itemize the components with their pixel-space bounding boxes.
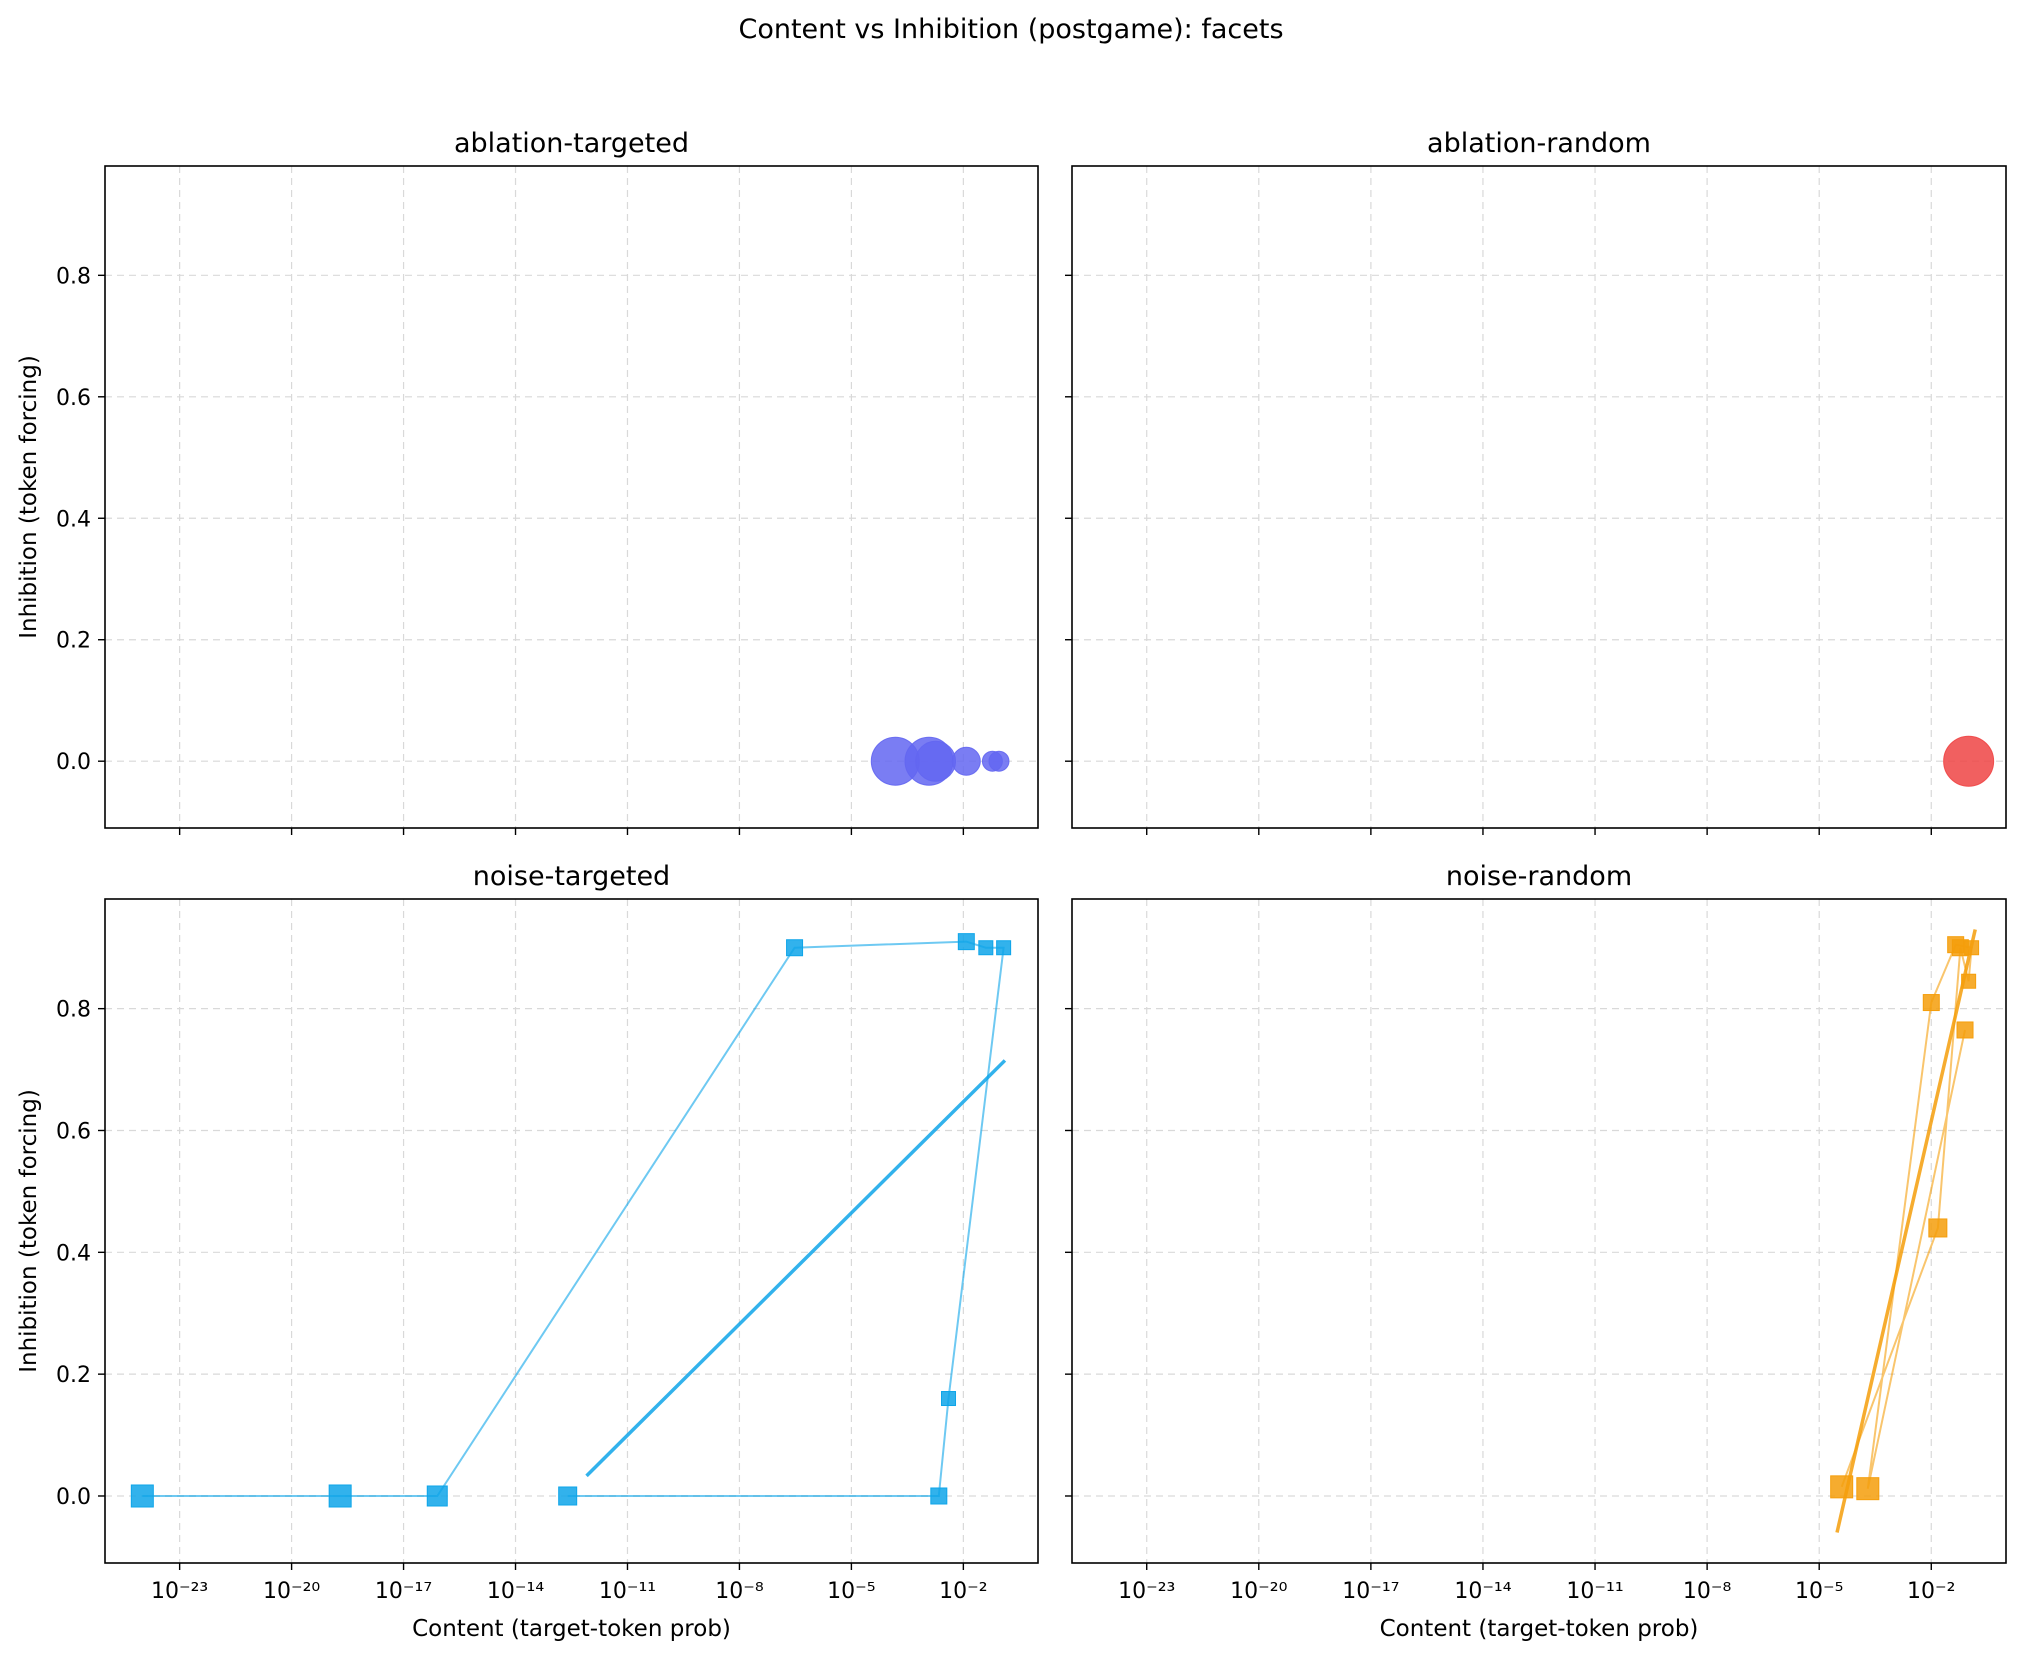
panel-title: noise-targeted	[473, 861, 670, 892]
series-line	[142, 940, 1005, 1497]
x-tick-label: 10⁻²⁰	[1230, 1579, 1287, 1604]
data-point	[1856, 1477, 1880, 1501]
y-tick-label: 0.4	[56, 1241, 91, 1266]
y-axis-label: Inhibition (token forcing)	[16, 1089, 42, 1373]
panel-ablation-targeted: 0.0 0.2 0.4 0.6 0.8 ablation-targeted Inhibiti…	[16, 128, 1039, 835]
y-tick-label: 0.0	[56, 750, 91, 775]
panel-title: ablation-targeted	[454, 128, 689, 159]
x-tick-label: 10⁻²⁰	[263, 1579, 320, 1604]
y-axis-label: Inhibition (token forcing)	[16, 355, 42, 639]
x-tick-label: 10⁻¹¹	[599, 1579, 656, 1604]
data-point	[786, 939, 804, 957]
figure-title: Content vs Inhibition (postgame): facets	[738, 14, 1283, 45]
data-point	[1947, 936, 1965, 954]
trend-line	[585, 1059, 1007, 1478]
data-layer	[1943, 735, 1995, 787]
x-tick-label: 10⁻²	[1907, 1579, 1955, 1604]
data-point	[978, 940, 994, 956]
data-point	[930, 1487, 948, 1505]
y-tick-label: 0.4	[56, 507, 91, 532]
data-point	[951, 746, 981, 776]
x-axis-label: Content (target-token prob)	[1380, 1616, 1699, 1642]
data-point	[1964, 940, 1980, 956]
x-tick-label: 10⁻¹⁷	[1342, 1579, 1399, 1604]
data-point	[1830, 1475, 1854, 1499]
data-point	[328, 1484, 352, 1508]
data-point	[1928, 1218, 1948, 1238]
data-layer	[1830, 929, 1980, 1533]
data-point	[130, 1484, 154, 1508]
x-tick-label: 10⁻⁸	[715, 1579, 764, 1604]
panels: 0.0 0.2 0.4 0.6 0.8 ablation-targeted Inhibiti…	[16, 128, 2007, 1642]
plot-frame	[1071, 165, 2007, 829]
data-point	[957, 933, 975, 951]
x-tick-label: 10⁻¹¹	[1566, 1579, 1623, 1604]
y-tick-label: 0.6	[56, 1119, 91, 1144]
data-point	[1943, 735, 1995, 787]
plot-frame	[104, 165, 1039, 829]
data-point	[1961, 973, 1977, 989]
y-tick-label: 0.8	[56, 264, 91, 289]
panel-title: noise-random	[1446, 861, 1632, 892]
x-tick-label: 10⁻⁸	[1683, 1579, 1732, 1604]
data-point	[1956, 1021, 1974, 1039]
plot-frame	[1071, 898, 2007, 1564]
panel-noise-random: 10⁻²³ 10⁻²⁰ 10⁻¹⁷ 10⁻¹⁴ 10⁻¹¹ 10⁻⁸ 10⁻⁵ 10⁻² noi…	[1065, 861, 2007, 1642]
data-point	[941, 1391, 957, 1407]
x-tick-label: 10⁻⁵	[827, 1579, 875, 1604]
trend-line	[1835, 929, 1977, 1533]
x-tick-label: 10⁻⁵	[1795, 1579, 1843, 1604]
plot-frame	[104, 898, 1039, 1564]
data-point	[996, 940, 1012, 956]
panel-title: ablation-random	[1427, 128, 1651, 159]
y-tick-label: 0.6	[56, 386, 91, 411]
x-tick-label: 10⁻¹⁴	[487, 1579, 544, 1604]
y-tick-label: 0.8	[56, 998, 91, 1023]
data-point	[915, 740, 957, 782]
x-tick-label: 10⁻¹⁴	[1454, 1579, 1511, 1604]
panel-ablation-random: ablation-random	[1065, 128, 2007, 835]
y-tick-label: 0.2	[56, 1363, 91, 1388]
data-point	[426, 1485, 448, 1507]
data-point	[558, 1486, 578, 1506]
x-tick-label: 10⁻²³	[151, 1579, 208, 1604]
data-layer	[870, 736, 1010, 786]
y-tick-label: 0.0	[56, 1485, 91, 1510]
x-tick-label: 10⁻²³	[1118, 1579, 1175, 1604]
x-tick-label: 10⁻¹⁷	[375, 1579, 432, 1604]
x-axis-label: Content (target-token prob)	[412, 1616, 731, 1642]
data-point	[1922, 994, 1940, 1012]
data-point	[988, 750, 1010, 772]
data-layer	[130, 933, 1012, 1508]
panel-noise-targeted: 10⁻²³ 10⁻²⁰ 10⁻¹⁷ 10⁻¹⁴ 10⁻¹¹ 10⁻⁸ 10⁻⁵ 10⁻² 0.0…	[16, 861, 1039, 1642]
x-tick-label: 10⁻²	[939, 1579, 987, 1604]
y-tick-label: 0.2	[56, 629, 91, 654]
